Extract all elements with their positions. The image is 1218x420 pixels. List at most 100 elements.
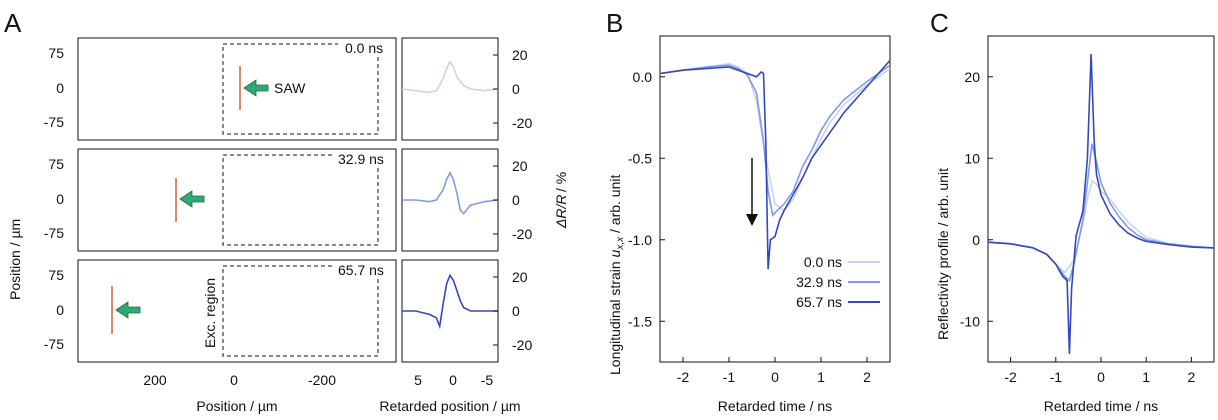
time-label-box: [335, 150, 395, 168]
panel-letter-c: C: [930, 8, 949, 38]
profile-frame-0: [401, 37, 499, 141]
profile-y-tick-label: -20: [512, 337, 532, 353]
panel-c-x-tick-label: 0: [1097, 369, 1105, 385]
x-tick: -200: [308, 372, 336, 388]
panel-b-x-tick-label: 1: [817, 369, 825, 385]
profile-y-tick-label: 20: [512, 47, 528, 63]
profile-y-tick-label: -20: [512, 115, 532, 131]
saw-label: SAW: [274, 80, 306, 96]
profile-x-ticks: 5 0 -5: [414, 372, 493, 388]
x-tick: -5: [481, 372, 494, 388]
profile-series-line: [402, 273, 498, 330]
y-tick: 0: [56, 80, 64, 96]
panel-b-series-line: [659, 59, 891, 270]
panel-c-lines: [987, 53, 1215, 354]
profile-lines: [401, 60, 499, 330]
strain-map-1: [77, 148, 397, 252]
panel-c-x-tick-label: 2: [1188, 369, 1196, 385]
excitation-region-box: [222, 265, 379, 357]
x-tick: 5: [414, 372, 422, 388]
profile-y-tick-label: 0: [512, 303, 520, 319]
panel-b-y-tick-label: -0.5: [628, 150, 652, 166]
arrow-left-icon: [243, 79, 269, 97]
legend-label: 65.7 ns: [796, 294, 842, 310]
panel-c-series-line: [987, 143, 1215, 282]
profile-x-label: Retarded position / µm: [379, 398, 520, 414]
map-row-2: 65.7 ns Exc. region: [77, 259, 397, 363]
panel-b-frame: [659, 35, 891, 363]
panel-b-legend: 0.0 ns 32.9 ns 65.7 ns: [796, 254, 880, 310]
legend-label: 0.0 ns: [804, 254, 842, 270]
panel-b-ticks: -2 -1 0 1 2 0.0 -0.5 -1.0 -1.5: [628, 69, 871, 385]
panel-c-y-tick-label: 0: [972, 232, 980, 248]
panel-b-y-tick-label: -1.0: [628, 232, 652, 248]
profile-y-label-frac: ΔR/R: [553, 194, 569, 229]
panel-b-x-tick-label: 0: [771, 369, 779, 385]
panel-c-frame: [987, 35, 1215, 363]
time-label: 32.9 ns: [338, 151, 384, 167]
panel-b-chart: -2 -1 0 1 2 0.0 -0.5 -1.0 -1.5 0.0 ns 32.9 ns 65.7…: [607, 35, 891, 414]
profile-y-tick-label: -20: [512, 226, 532, 242]
profile-y-label: ΔR/R / %: [553, 172, 569, 229]
arrow-left-icon: [179, 190, 205, 208]
time-label-box: [335, 261, 395, 279]
y-tick: 0: [56, 302, 64, 318]
y-tick: -75: [44, 225, 64, 241]
panel-b-y-tick-label: 0.0: [633, 69, 653, 85]
panel-b-y-label: Longitudinal strain ux,x / arb. unit: [607, 175, 626, 375]
map-y-ticks: 75 0 -75 75 0 -75 75 0 -75: [44, 45, 64, 352]
y-tick: -75: [44, 336, 64, 352]
legend-label: 32.9 ns: [796, 274, 842, 290]
panel-c-y-label: Reflectivity profile / arb. unit: [935, 168, 951, 340]
panel-b-series-line: [659, 62, 891, 212]
panel-b-x-label: Retarded time / ns: [718, 398, 832, 414]
map-y-label: Position / µm: [7, 219, 23, 300]
profile-y-tick-label: 0: [512, 81, 520, 97]
panel-a-maps: 0.0 ns SAW 32.9 ns 65.7 ns Exc. region 7…: [7, 37, 397, 414]
panel-b-y-tick-label: -1.5: [628, 313, 652, 329]
y-tick: 75: [48, 45, 64, 61]
exc-region-label: Exc. region: [202, 278, 218, 348]
arrow-left-icon: [115, 301, 141, 319]
map-x-label: Position / µm: [196, 398, 277, 414]
profile-series-line: [401, 60, 499, 94]
map-row-1: 32.9 ns: [77, 148, 397, 252]
panel-c-x-label: Retarded time / ns: [1044, 398, 1158, 414]
panel-b-x-tick-label: 2: [863, 369, 871, 385]
panel-letter-b: B: [606, 8, 623, 38]
panel-c-x-tick-label: -2: [1004, 369, 1017, 385]
panel-letter-a: A: [4, 8, 22, 38]
panel-b-x-tick-label: -1: [723, 369, 736, 385]
profile-y-tick-label: 20: [512, 158, 528, 174]
time-label: 65.7 ns: [338, 262, 384, 278]
excitation-region-box: [222, 43, 379, 135]
y-tick: -75: [44, 114, 64, 130]
panel-c-x-tick-label: 1: [1142, 369, 1150, 385]
y-tick: 75: [48, 156, 64, 172]
map-x-ticks: 200 0 -200: [143, 372, 336, 388]
panel-c-y-tick-label: 10: [964, 150, 980, 166]
panel-b-series-line: [659, 64, 891, 217]
panel-c-y-tick-label: 20: [964, 69, 980, 85]
profile-series-line: [402, 171, 499, 215]
profile-y-label-unit: / %: [553, 172, 569, 192]
panel-c-y-tick-label: -10: [960, 313, 980, 329]
panel-a-profiles: 20 0 -20 20 0 -20 20 0 -20 5 0 -5 Retarded posit…: [379, 37, 569, 414]
x-tick: 0: [230, 372, 238, 388]
x-tick: 200: [143, 372, 167, 388]
panel-c-series-line: [987, 53, 1215, 354]
panel-b-lines: [659, 59, 891, 270]
excitation-region-box: [222, 154, 379, 246]
y-tick: 75: [48, 267, 64, 283]
strain-map-0: [77, 37, 397, 141]
down-arrow-icon: [746, 214, 758, 226]
profile-y-tick-label: 0: [512, 192, 520, 208]
time-label-box: [338, 39, 395, 57]
y-tick: 0: [56, 191, 64, 207]
panel-c-x-tick-label: -1: [1050, 369, 1063, 385]
time-label: 0.0 ns: [345, 40, 383, 56]
profile-y-ticks: 20 0 -20 20 0 -20 20 0 -20: [493, 47, 532, 353]
